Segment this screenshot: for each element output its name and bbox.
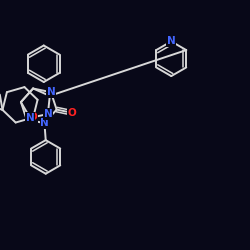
Text: N: N [46, 87, 55, 97]
Text: N: N [26, 113, 34, 123]
Text: O: O [68, 108, 76, 118]
Text: N: N [167, 36, 175, 46]
Text: N: N [44, 109, 52, 119]
Text: N: N [40, 118, 49, 128]
Text: O: O [29, 112, 38, 122]
